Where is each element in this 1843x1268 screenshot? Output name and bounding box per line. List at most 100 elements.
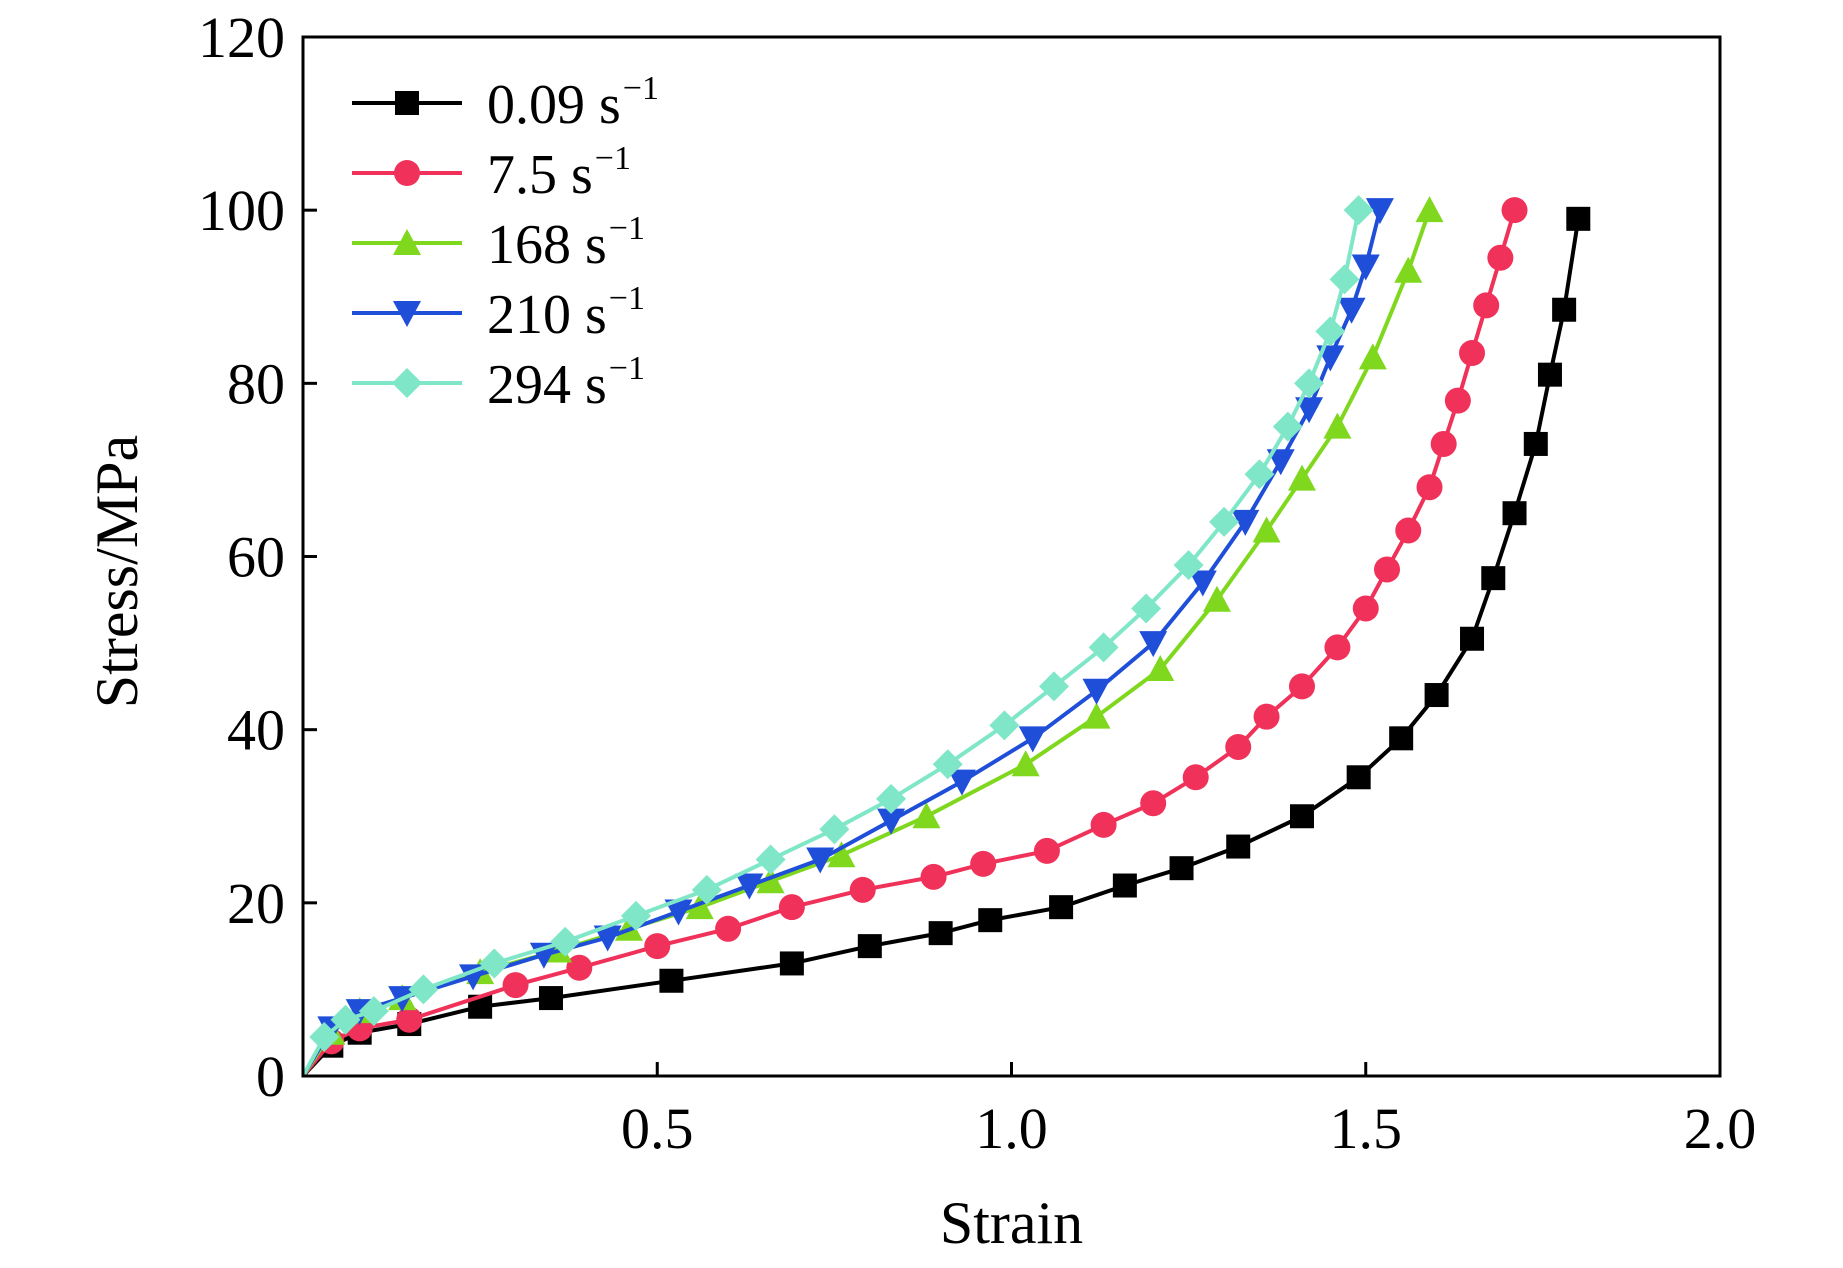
legend-label-exponent: −1	[623, 70, 659, 107]
data-point	[1188, 570, 1217, 597]
series-line	[301, 218, 1581, 1078]
data-point	[806, 847, 835, 874]
data-point	[756, 867, 785, 894]
data-point	[1323, 412, 1352, 439]
legend-label: 7.5 s−1	[487, 140, 631, 206]
data-point	[1294, 368, 1325, 399]
data-point	[978, 908, 1003, 933]
data-point	[1315, 316, 1346, 347]
data-point	[989, 710, 1020, 741]
data-point	[1209, 506, 1240, 537]
data-point	[1231, 509, 1260, 536]
legend-swatch-marker	[392, 368, 422, 398]
data-point	[1430, 430, 1457, 457]
data-point	[538, 986, 563, 1011]
data-point	[778, 894, 805, 921]
data-point	[502, 972, 529, 999]
data-point	[1272, 411, 1303, 442]
legend-label-exponent: −1	[609, 280, 645, 317]
data-point	[1365, 198, 1394, 225]
y-axis-title: Stress/MPa	[84, 435, 150, 708]
data-point	[1502, 501, 1527, 526]
data-point	[1182, 764, 1209, 791]
x-tick-label: 1.0	[975, 1096, 1048, 1161]
data-point	[1473, 292, 1500, 319]
data-point	[827, 841, 856, 868]
y-tick-label: 20	[227, 871, 285, 936]
data-point	[819, 814, 850, 845]
legend-label-exponent: −1	[595, 140, 631, 177]
data-point	[1424, 683, 1449, 708]
data-point	[1202, 585, 1231, 612]
data-point	[1226, 834, 1251, 859]
x-tick-label: 0.5	[621, 1096, 694, 1161]
data-point	[1112, 873, 1137, 898]
data-point	[1287, 464, 1316, 491]
legend-label-exponent: −1	[609, 350, 645, 387]
x-tick-label: 2.0	[1684, 1096, 1757, 1161]
data-point	[1082, 702, 1111, 729]
data-point	[1523, 431, 1548, 456]
data-point	[877, 808, 906, 835]
legend-label: 168 s−1	[487, 210, 645, 276]
y-tick-label: 60	[227, 525, 285, 590]
data-point	[1082, 678, 1111, 705]
data-point	[396, 1006, 423, 1033]
data-point	[1088, 632, 1119, 663]
data-point	[755, 844, 786, 875]
legend-label-text: 7.5 s	[487, 144, 593, 206]
x-axis-title: Strain	[940, 1190, 1083, 1256]
data-point	[358, 996, 389, 1027]
data-point	[1351, 254, 1380, 281]
legend-item: 0.09 s−1	[352, 70, 659, 136]
legend-swatch-marker	[395, 91, 419, 115]
data-point	[715, 915, 742, 942]
legend-label: 210 s−1	[487, 280, 645, 346]
data-point	[644, 933, 671, 960]
data-point	[1090, 811, 1117, 838]
legend-item: 168 s−1	[352, 210, 645, 276]
data-point	[1444, 387, 1471, 414]
legend-label: 0.09 s−1	[487, 70, 659, 136]
data-point	[691, 874, 722, 905]
data-point	[1416, 474, 1443, 501]
data-point	[920, 863, 947, 890]
legend-swatch-marker	[393, 301, 421, 327]
series-3	[301, 198, 1394, 1078]
data-point	[1501, 197, 1528, 224]
series-1	[301, 197, 1528, 1078]
data-point	[1537, 362, 1562, 387]
data-point	[947, 769, 976, 796]
data-point	[1244, 459, 1275, 490]
data-point	[1352, 595, 1379, 622]
data-point	[1337, 297, 1366, 324]
data-point	[1140, 790, 1167, 817]
legend-label-exponent: −1	[609, 210, 645, 247]
data-point	[1343, 195, 1374, 226]
data-point	[1358, 343, 1387, 370]
y-tick-label: 120	[198, 5, 285, 70]
data-point	[1173, 550, 1204, 581]
data-point	[309, 1022, 340, 1053]
data-point	[1253, 703, 1280, 730]
data-point	[1011, 750, 1040, 777]
data-point	[1018, 726, 1047, 753]
data-point	[1039, 671, 1070, 702]
data-point	[1394, 256, 1423, 283]
data-point	[928, 921, 953, 946]
data-point	[912, 802, 941, 829]
y-tick-label: 100	[198, 178, 285, 243]
data-point	[593, 925, 622, 952]
data-point	[1146, 655, 1175, 682]
data-point	[876, 783, 907, 814]
legend-item: 7.5 s−1	[352, 140, 631, 206]
data-point	[620, 900, 651, 931]
data-point	[857, 934, 882, 959]
axis-layer: 0 20 40 60 80 100 120 0.5 1.0 1.5 2.0	[198, 5, 1756, 1161]
data-point	[1389, 726, 1414, 751]
data-point	[550, 926, 581, 957]
data-point	[659, 968, 684, 993]
